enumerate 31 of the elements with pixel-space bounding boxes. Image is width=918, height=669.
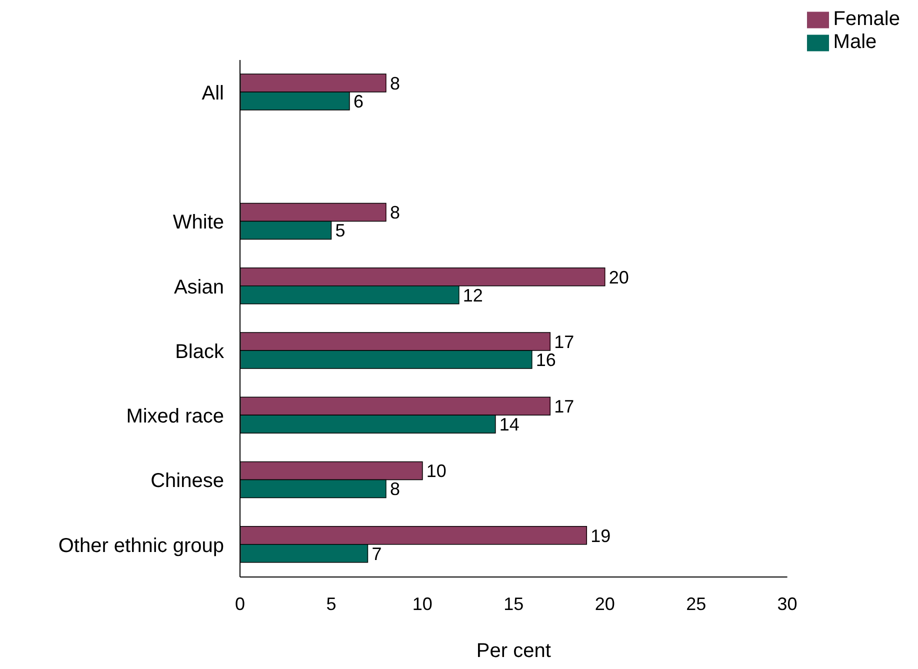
data-label: 12 [462,285,483,306]
x-tick-label: 10 [412,594,432,614]
y-tick-label: White [172,212,224,234]
x-tick-label: 0 [234,594,246,614]
data-label: 10 [426,461,446,482]
data-label: 14 [499,414,520,435]
legend-label: Female [833,8,900,30]
y-tick-label: Mixed race [126,406,224,428]
data-label: 8 [390,479,400,500]
x-tick-label: 30 [777,594,798,614]
x-tick-label: 25 [686,594,706,614]
data-label: 5 [335,220,346,241]
x-tick-label: 20 [594,594,615,614]
data-label: 8 [390,202,400,223]
y-tick-label: Black [175,340,225,363]
x-axis-title: Per cent [476,640,552,662]
data-label: 19 [590,526,611,546]
data-label: 20 [608,267,629,288]
data-label: 7 [372,544,382,564]
legend-label: Male [833,31,877,53]
y-tick-label: All [202,82,224,104]
data-label: 6 [353,91,364,112]
x-tick-label: 15 [504,594,524,614]
y-tick-label: Other ethnic group [58,534,224,557]
data-label: 16 [536,350,556,370]
data-label: 8 [390,73,400,94]
data-label: 17 [554,396,574,417]
x-tick-label: 5 [326,594,336,614]
y-tick-label: Chinese [150,470,224,492]
data-label: 17 [554,332,574,352]
y-tick-label: Asian [174,276,224,298]
